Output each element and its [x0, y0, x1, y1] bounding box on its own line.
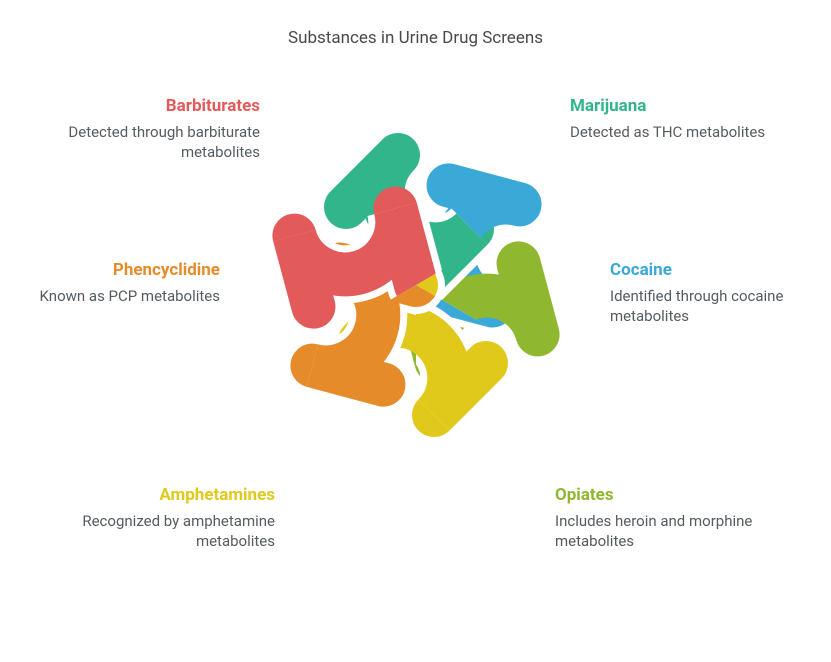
- label-title-phencyclidine: Phencyclidine: [20, 260, 220, 280]
- label-phencyclidine: Phencyclidine Known as PCP metabolites: [20, 260, 220, 306]
- label-desc-opiates: Includes heroin and morphine metabolites: [555, 511, 755, 552]
- label-desc-barbiturates: Detected through barbiturate metabolites: [60, 122, 260, 163]
- label-desc-cocaine: Identified through cocaine metabolites: [610, 286, 810, 327]
- label-title-barbiturates: Barbiturates: [60, 96, 260, 116]
- label-desc-amphetamines: Recognized by amphetamine metabolites: [75, 511, 275, 552]
- label-cocaine: Cocaine Identified through cocaine metab…: [610, 260, 810, 327]
- knot-diagram: [236, 105, 596, 465]
- label-title-cocaine: Cocaine: [610, 260, 810, 280]
- label-title-marijuana: Marijuana: [570, 96, 770, 116]
- label-barbiturates: Barbiturates Detected through barbiturat…: [60, 96, 260, 163]
- label-title-opiates: Opiates: [555, 485, 755, 505]
- label-desc-marijuana: Detected as THC metabolites: [570, 122, 770, 142]
- label-amphetamines: Amphetamines Recognized by amphetamine m…: [75, 485, 275, 552]
- label-title-amphetamines: Amphetamines: [75, 485, 275, 505]
- label-opiates: Opiates Includes heroin and morphine met…: [555, 485, 755, 552]
- label-marijuana: Marijuana Detected as THC metabolites: [570, 96, 770, 142]
- knot-svg: [236, 105, 596, 465]
- label-desc-phencyclidine: Known as PCP metabolites: [20, 286, 220, 306]
- page-title: Substances in Urine Drug Screens: [0, 28, 831, 48]
